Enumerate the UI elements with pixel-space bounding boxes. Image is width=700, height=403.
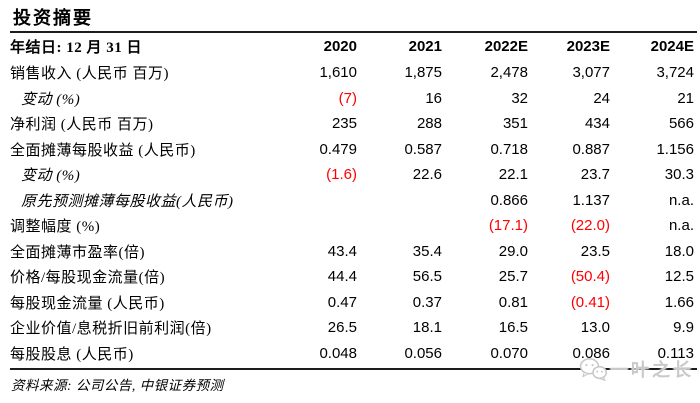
cell-value: 18.0 bbox=[664, 242, 694, 260]
cell-value: 13.0 bbox=[580, 319, 610, 337]
cell-value: 0.718 bbox=[490, 140, 528, 158]
cell-value: 35.4 bbox=[412, 242, 442, 260]
row-label: 调整幅度 (%) bbox=[10, 219, 101, 236]
cell-value: 18.1 bbox=[412, 319, 442, 337]
table-row: 净利润 (人民币 百万) 235 288 351 434 566 bbox=[10, 111, 697, 137]
row-label: 变动 (%) bbox=[21, 91, 81, 108]
cell-value: 1,610 bbox=[319, 64, 357, 82]
year-end-label: 年结日: 12 月 31 日 bbox=[10, 40, 142, 56]
cell-value: 3,077 bbox=[572, 64, 610, 82]
cell-value: n.a. bbox=[668, 191, 694, 209]
cell-value: 288 bbox=[416, 115, 442, 133]
investment-summary-table: 年结日: 12 月 31 日 2020 2021 2022E 2023E 202… bbox=[10, 33, 697, 366]
table-bottom-divider bbox=[10, 368, 697, 370]
cell-value: 1,875 bbox=[404, 64, 442, 82]
cell-value: 23.7 bbox=[580, 166, 610, 184]
table-row: 全面摊薄每股收益 (人民币) 0.479 0.587 0.718 0.887 1… bbox=[10, 137, 697, 163]
cell-value: 0.587 bbox=[404, 140, 442, 158]
cell-value: 12.5 bbox=[664, 268, 694, 286]
cell-value: 22.1 bbox=[498, 166, 528, 184]
cell-value: (7) bbox=[338, 89, 357, 107]
page-title: 投资摘要 bbox=[13, 8, 93, 28]
cell-value: 16.5 bbox=[498, 319, 528, 337]
table-row: 每股股息 (人民币) 0.048 0.056 0.070 0.086 0.113 bbox=[10, 341, 697, 367]
row-label: 变动 (%) bbox=[21, 168, 81, 185]
row-label: 销售收入 (人民币 百万) bbox=[10, 66, 169, 83]
cell-value: (17.1) bbox=[488, 217, 528, 235]
row-label: 原先预测摊薄每股收益(人民币) bbox=[21, 193, 234, 210]
table-row: 每股现金流量 (人民币) 0.47 0.37 0.81 (0.41) 1.66 bbox=[10, 290, 697, 316]
cell-value: 235 bbox=[331, 115, 357, 133]
cell-value: (22.0) bbox=[570, 217, 610, 235]
col-header-2023e: 2023E bbox=[566, 38, 610, 55]
watermark: 一叶之长 bbox=[579, 356, 694, 382]
row-label: 每股股息 (人民币) bbox=[10, 346, 134, 363]
table-row: 价格/每股现金流量(倍) 44.4 56.5 25.7 (50.4) 12.5 bbox=[10, 264, 697, 290]
cell-value: 1.156 bbox=[656, 140, 694, 158]
col-header-2020: 2020 bbox=[323, 38, 357, 55]
row-label: 全面摊薄每股收益 (人民币) bbox=[10, 142, 196, 159]
cell-value: 0.113 bbox=[657, 344, 694, 362]
cell-value: 44.4 bbox=[327, 268, 357, 286]
cell-value: (1.6) bbox=[326, 166, 357, 184]
cell-value: 24 bbox=[593, 89, 610, 107]
table-row: 变动 (%) (7) 16 32 24 21 bbox=[10, 86, 697, 112]
col-header-2024e: 2024E bbox=[650, 38, 694, 55]
cell-value: 0.048 bbox=[319, 344, 357, 362]
cell-value: 16 bbox=[425, 89, 442, 107]
cell-value: 0.086 bbox=[572, 344, 610, 362]
cell-value: 56.5 bbox=[412, 268, 442, 286]
table-header-row: 年结日: 12 月 31 日 2020 2021 2022E 2023E 202… bbox=[10, 33, 697, 60]
cell-value: 30.3 bbox=[664, 166, 694, 184]
row-label: 净利润 (人民币 百万) bbox=[10, 117, 154, 134]
table-row: 销售收入 (人民币 百万) 1,610 1,875 2,478 3,077 3,… bbox=[10, 60, 697, 86]
cell-value: 1.66 bbox=[664, 293, 694, 311]
row-label: 企业价值/息税折旧前利润(倍) bbox=[10, 321, 212, 338]
cell-value: 0.056 bbox=[404, 344, 442, 362]
table-row: 调整幅度 (%) (17.1) (22.0) n.a. bbox=[10, 213, 697, 239]
cell-value: 434 bbox=[584, 115, 610, 133]
table-row: 企业价值/息税折旧前利润(倍) 26.5 18.1 16.5 13.0 9.9 bbox=[10, 315, 697, 341]
table-row: 原先预测摊薄每股收益(人民币) 0.866 1.137 n.a. bbox=[10, 188, 697, 214]
cell-value: 0.887 bbox=[572, 140, 610, 158]
watermark-text: 一叶之长 bbox=[610, 360, 694, 380]
cell-value: 0.47 bbox=[327, 293, 357, 311]
cell-value: 0.070 bbox=[490, 344, 528, 362]
row-label: 每股现金流量 (人民币) bbox=[10, 295, 165, 312]
cell-value: (0.41) bbox=[570, 293, 610, 311]
cell-value: 351 bbox=[502, 115, 528, 133]
cell-value: 32 bbox=[511, 89, 528, 107]
cell-value: 0.37 bbox=[412, 293, 442, 311]
cell-value: 9.9 bbox=[673, 319, 694, 337]
cell-value: (50.4) bbox=[570, 268, 610, 286]
source-note: 资料来源: 公司公告, 中银证券预测 bbox=[11, 378, 224, 393]
table-row: 全面摊薄市盈率(倍) 43.4 35.4 29.0 23.5 18.0 bbox=[10, 239, 697, 265]
cell-value: 3,724 bbox=[656, 64, 694, 82]
cell-value: n.a. bbox=[668, 217, 694, 235]
cell-value: 23.5 bbox=[580, 242, 610, 260]
cell-value: 0.866 bbox=[490, 191, 528, 209]
cell-value: 25.7 bbox=[498, 268, 528, 286]
col-header-2022e: 2022E bbox=[484, 38, 528, 55]
table-row: 变动 (%) (1.6) 22.6 22.1 23.7 30.3 bbox=[10, 162, 697, 188]
row-label: 全面摊薄市盈率(倍) bbox=[10, 244, 145, 261]
title-divider bbox=[10, 31, 697, 33]
cell-value: 21 bbox=[677, 89, 694, 107]
row-label: 价格/每股现金流量(倍) bbox=[10, 270, 166, 287]
cell-value: 566 bbox=[668, 115, 694, 133]
cell-value: 22.6 bbox=[412, 166, 442, 184]
cell-value: 43.4 bbox=[327, 242, 357, 260]
table-body: 销售收入 (人民币 百万) 1,610 1,875 2,478 3,077 3,… bbox=[10, 60, 697, 366]
cell-value: 0.479 bbox=[319, 140, 357, 158]
cell-value: 2,478 bbox=[490, 64, 528, 82]
cell-value: 0.81 bbox=[498, 293, 528, 311]
col-header-2021: 2021 bbox=[408, 38, 442, 55]
cell-value: 29.0 bbox=[498, 242, 528, 260]
cell-value: 1.137 bbox=[572, 191, 610, 209]
wechat-icon bbox=[579, 357, 607, 381]
cell-value: 26.5 bbox=[327, 319, 357, 337]
